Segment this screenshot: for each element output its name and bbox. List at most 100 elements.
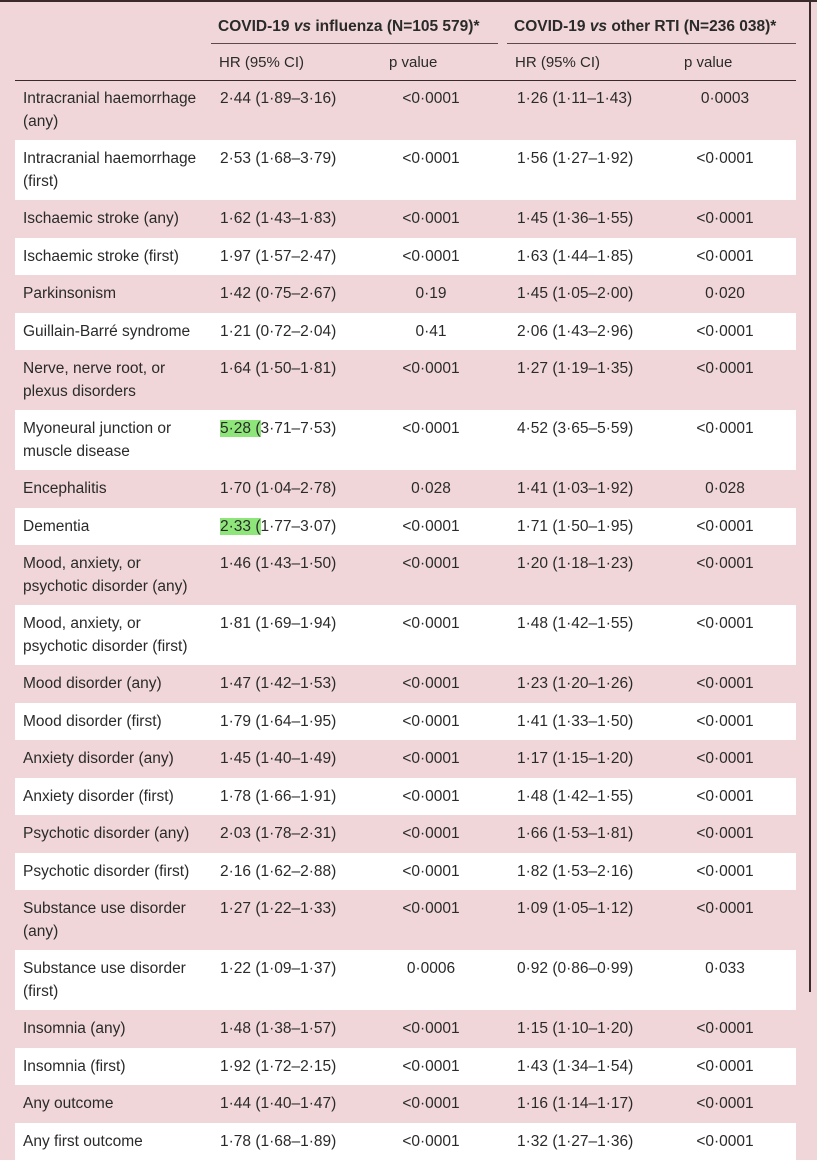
p-influenza: <0·0001: [391, 1131, 471, 1154]
p-rti: <0·0001: [685, 553, 765, 576]
table-row: Substance use disorder (first)1·22 (1·09…: [15, 950, 796, 1010]
p-influenza: <0·0001: [391, 673, 471, 696]
hr-influenza: 1·70 (1·04–2·78): [220, 478, 336, 501]
hr-influenza: 1·27 (1·22–1·33): [220, 898, 336, 921]
column-header-hr: HR (95% CI): [219, 54, 304, 71]
hr-influenza: 1·48 (1·38–1·57): [220, 1018, 336, 1041]
p-rti: 0·033: [685, 958, 765, 981]
table-row: Ischaemic stroke (first)1·97 (1·57–2·47)…: [15, 238, 796, 276]
table-row: Mood disorder (any)1·47 (1·42–1·53)<0·00…: [15, 665, 796, 703]
p-rti: <0·0001: [685, 148, 765, 171]
outcome-name: Anxiety disorder (first): [23, 778, 199, 816]
outcome-name: Insomnia (any): [23, 1010, 199, 1048]
column-header-p: p value: [389, 54, 437, 71]
p-rti: <0·0001: [685, 1093, 765, 1116]
hr-influenza: 1·92 (1·72–2·15): [220, 1056, 336, 1079]
hr-influenza: 1·22 (1·09–1·37): [220, 958, 336, 981]
p-influenza: <0·0001: [391, 148, 471, 171]
hr-rti: 1·66 (1·53–1·81): [517, 823, 633, 846]
p-influenza: <0·0001: [391, 88, 471, 111]
p-rti: <0·0001: [685, 208, 765, 231]
hr-influenza: 5·28 (3·71–7·53): [220, 418, 336, 441]
p-rti: <0·0001: [685, 673, 765, 696]
hr-rti: 1·63 (1·44–1·85): [517, 246, 633, 269]
table-row: Intracranial haemorrhage (any)2·44 (1·89…: [15, 80, 796, 140]
outcome-name: Guillain-Barré syndrome: [23, 313, 199, 351]
hr-influenza: 2·33 (1·77–3·07): [220, 516, 336, 539]
table-header: COVID-19 vs influenza (N=105 579)* COVID…: [15, 0, 796, 80]
table-row: Myoneural junction or muscle disease 5·28…: [15, 410, 796, 470]
p-influenza: 0·0006: [391, 958, 471, 981]
hr-influenza: 2·03 (1·78–2·31): [220, 823, 336, 846]
outcome-name: Dementia: [23, 508, 199, 546]
outcome-name: Myoneural junction or muscle disease: [23, 410, 199, 470]
hr-influenza: 2·16 (1·62–2·88): [220, 861, 336, 884]
hr-influenza: 1·45 (1·40–1·49): [220, 748, 336, 771]
p-influenza: 0·41: [391, 321, 471, 344]
table-body: Intracranial haemorrhage (any)2·44 (1·89…: [15, 80, 796, 1160]
hr-influenza: 1·79 (1·64–1·95): [220, 711, 336, 734]
hr-influenza: 1·64 (1·50–1·81): [220, 358, 336, 381]
highlight-mark: 5·28 (: [220, 420, 261, 437]
outcome-name: Anxiety disorder (any): [23, 740, 199, 778]
hr-rti: 2·06 (1·43–2·96): [517, 321, 633, 344]
column-header-p: p value: [684, 54, 732, 71]
hr-rti: 1·48 (1·42–1·55): [517, 613, 633, 636]
hr-rti: 1·26 (1·11–1·43): [517, 88, 632, 111]
p-influenza: <0·0001: [391, 786, 471, 809]
hr-rti: 1·45 (1·36–1·55): [517, 208, 633, 231]
hr-rti: 1·15 (1·10–1·20): [517, 1018, 633, 1041]
outcome-name: Encephalitis: [23, 470, 199, 508]
outcome-name: Intracranial haemorrhage (first): [23, 140, 199, 200]
hr-influenza: 1·46 (1·43–1·50): [220, 553, 336, 576]
p-rti: <0·0001: [685, 321, 765, 344]
table-row: Mood disorder (first)1·79 (1·64–1·95)<0·…: [15, 703, 796, 741]
p-rti: <0·0001: [685, 898, 765, 921]
outcome-name: Mood, anxiety, or psychotic disorder (an…: [23, 545, 199, 605]
outcome-name: Psychotic disorder (any): [23, 815, 199, 853]
p-influenza: <0·0001: [391, 823, 471, 846]
p-rti: <0·0001: [685, 516, 765, 539]
p-rti: 0·0003: [685, 88, 765, 111]
p-rti: <0·0001: [685, 748, 765, 771]
table-row: Psychotic disorder (any) 2·03 (1·78–2·31)…: [15, 815, 796, 853]
hr-influenza: 1·78 (1·68–1·89): [220, 1131, 336, 1154]
highlight-mark: 2·33 (: [220, 518, 261, 535]
hr-rti: 1·17 (1·15–1·20): [517, 748, 633, 771]
p-influenza: <0·0001: [391, 358, 471, 381]
p-influenza: <0·0001: [391, 516, 471, 539]
hr-rti: 1·23 (1·20–1·26): [517, 673, 633, 696]
hr-rti: 0·92 (0·86–0·99): [517, 958, 633, 981]
table-row: Ischaemic stroke (any)1·62 (1·43–1·83)<0…: [15, 200, 796, 238]
p-rti: <0·0001: [685, 786, 765, 809]
table-row: Any first outcome 1·78 (1·68–1·89) <0·0001…: [15, 1123, 796, 1160]
outcome-name: Insomnia (first): [23, 1048, 199, 1086]
p-rti: <0·0001: [685, 246, 765, 269]
p-influenza: 0·028: [391, 478, 471, 501]
hr-influenza: 2·44 (1·89–3·16): [220, 88, 336, 111]
outcome-name: Any first outcome: [23, 1123, 199, 1160]
hr-rti: 1·27 (1·19–1·35): [517, 358, 633, 381]
p-rti: <0·0001: [685, 1131, 765, 1154]
hr-rti: 1·41 (1·33–1·50): [517, 711, 633, 734]
hr-influenza: 1·81 (1·69–1·94): [220, 613, 336, 636]
group-header-influenza: COVID-19 vs influenza (N=105 579)*: [218, 18, 479, 36]
table-row: Mood, anxiety, or psychotic disorder (an…: [15, 545, 796, 605]
outcome-name: Psychotic disorder (first): [23, 853, 199, 891]
table-row: Mood, anxiety, or psychotic disorder (fi…: [15, 605, 796, 665]
p-influenza: <0·0001: [391, 246, 471, 269]
p-influenza: <0·0001: [391, 208, 471, 231]
hr-rti: 1·71 (1·50–1·95): [517, 516, 633, 539]
table-row: Anxiety disorder (any) 1·45 (1·40–1·49) <0…: [15, 740, 796, 778]
right-rule: [809, 0, 811, 992]
hr-rti: 1·32 (1·27–1·36): [517, 1131, 633, 1154]
group-underline: [211, 43, 498, 44]
hr-influenza: 1·97 (1·57–2·47): [220, 246, 336, 269]
p-influenza: <0·0001: [391, 1056, 471, 1079]
outcome-name: Substance use disorder (any): [23, 890, 199, 950]
hr-rti: 4·52 (3·65–5·59): [517, 418, 633, 441]
